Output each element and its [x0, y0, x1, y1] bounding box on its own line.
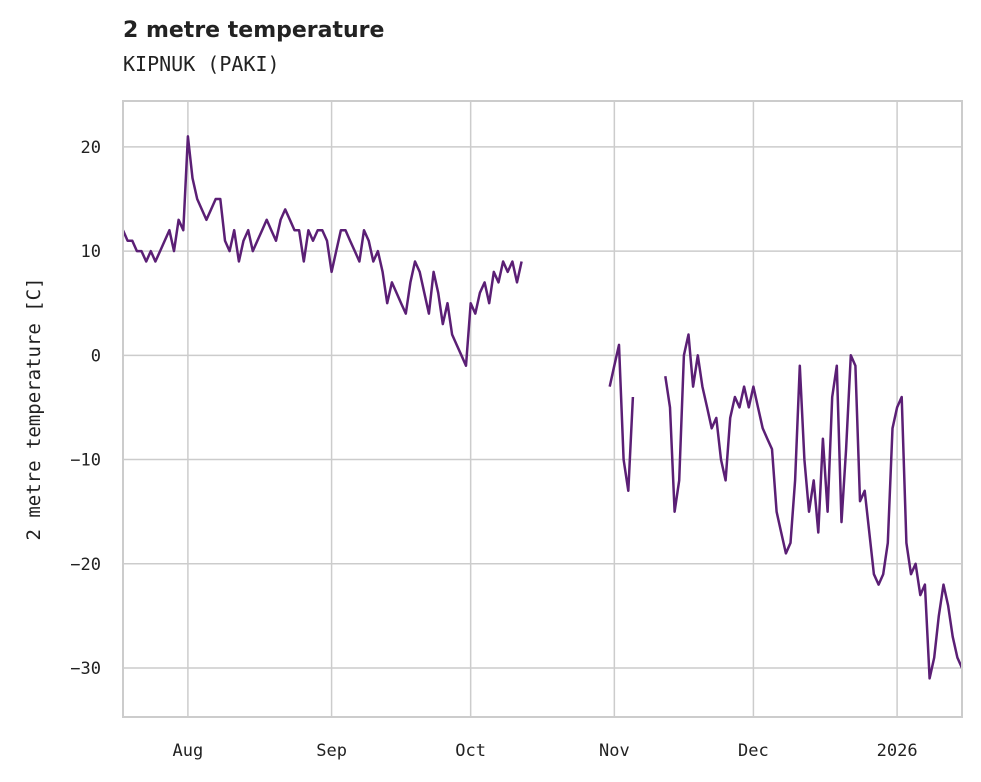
y-tick-label: 0 — [91, 346, 101, 366]
temperature-line-segment — [608, 343, 635, 493]
y-tick-label: −20 — [70, 555, 101, 575]
chart-title: 2 metre temperature — [123, 18, 385, 43]
chart-subtitle: KIPNUK (PAKI) — [123, 52, 280, 76]
y-tick-label: −10 — [70, 451, 101, 471]
x-tick-label: Oct — [455, 741, 486, 761]
x-tick-label: Nov — [599, 741, 630, 761]
y-tick-label: −30 — [70, 659, 101, 679]
y-tick-label: 20 — [81, 138, 101, 158]
x-tick-label: Sep — [316, 741, 347, 761]
temperature-line-segment — [664, 333, 964, 680]
x-tick-label: Aug — [173, 741, 204, 761]
temperature-line-segment — [121, 135, 523, 367]
plot-frame — [122, 100, 963, 718]
x-tick-label: 2026 — [877, 741, 918, 761]
y-axis-label: 2 metre temperature [C] — [23, 277, 45, 540]
x-tick-label: Dec — [738, 741, 769, 761]
y-tick-label: 10 — [81, 242, 101, 262]
